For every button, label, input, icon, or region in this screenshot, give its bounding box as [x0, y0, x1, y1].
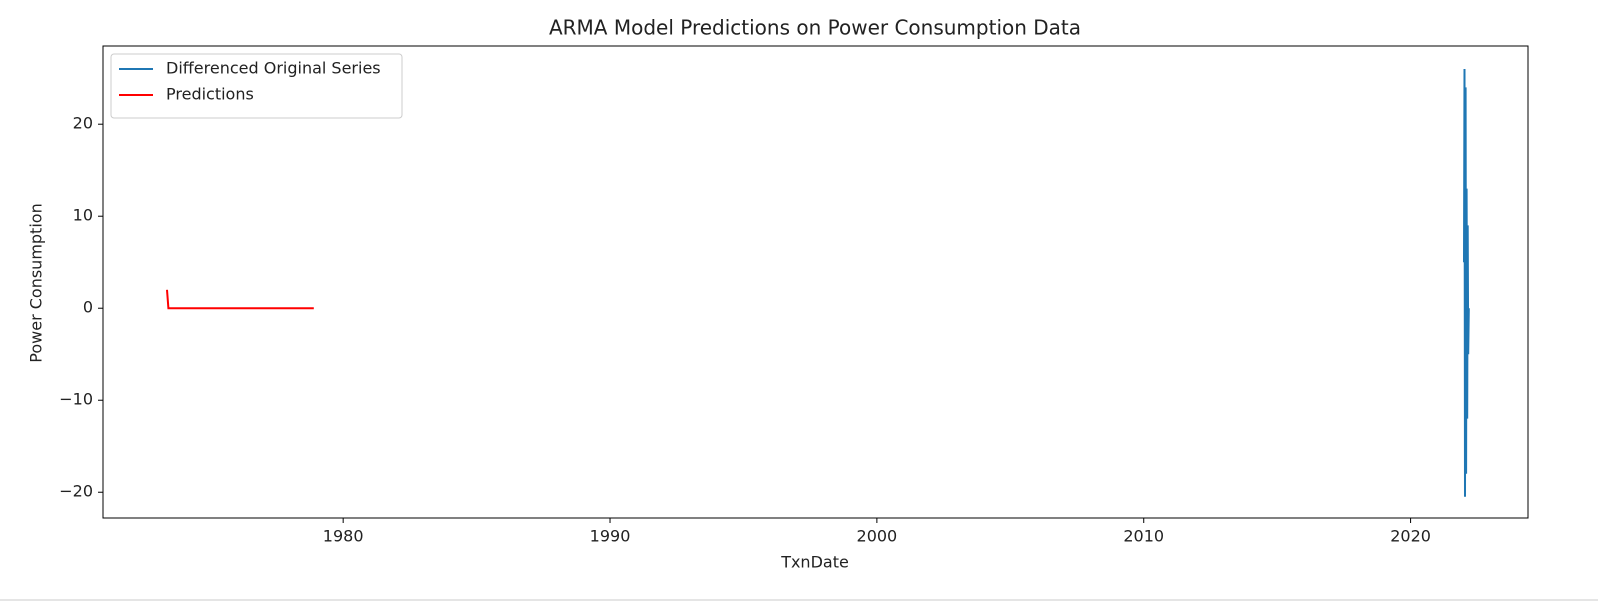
y-axis-label: Power Consumption — [27, 203, 46, 362]
y-tick-label: 20 — [73, 114, 93, 133]
series-line — [166, 289, 314, 310]
x-tick-label: 2020 — [1390, 527, 1431, 546]
y-tick-label: −20 — [59, 482, 93, 501]
x-axis-label: TxnDate — [780, 553, 849, 572]
legend-label: Predictions — [166, 85, 254, 104]
x-tick-label: 2000 — [857, 527, 898, 546]
plot-frame — [102, 45, 1529, 519]
y-tick-label: 10 — [73, 206, 93, 225]
series-line — [1463, 68, 1470, 497]
chart-title: ARMA Model Predictions on Power Consumpt… — [549, 16, 1081, 40]
y-tick-label: 0 — [83, 298, 93, 317]
x-tick-label: 1980 — [323, 527, 364, 546]
x-tick-label: 2010 — [1123, 527, 1164, 546]
y-tick-label: −10 — [59, 390, 93, 409]
legend-label: Differenced Original Series — [166, 59, 381, 78]
legend-box — [110, 53, 403, 119]
x-tick-label: 1990 — [590, 527, 631, 546]
